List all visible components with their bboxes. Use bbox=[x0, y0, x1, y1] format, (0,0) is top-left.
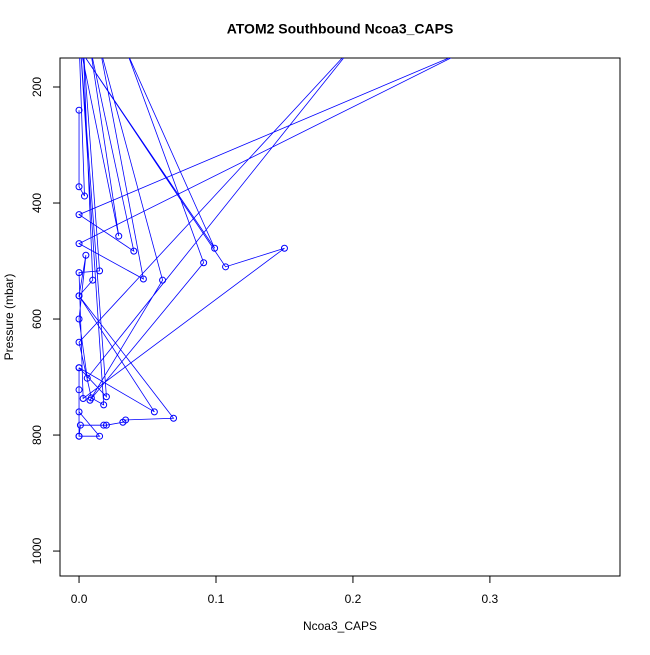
data-point bbox=[119, 418, 127, 426]
x-tick-label: 0.0 bbox=[71, 592, 88, 606]
chart-title: ATOM2 Southbound Ncoa3_CAPS bbox=[227, 21, 454, 37]
data-point bbox=[75, 211, 83, 219]
y-tick-label: 600 bbox=[30, 309, 44, 329]
data-point bbox=[82, 251, 90, 259]
data-point bbox=[100, 421, 108, 429]
data-point bbox=[139, 275, 147, 283]
data-point bbox=[102, 421, 110, 429]
data-point bbox=[75, 183, 83, 191]
data-point bbox=[89, 276, 97, 284]
data-point bbox=[75, 432, 83, 440]
x-tick-label: 0.2 bbox=[345, 592, 362, 606]
data-point bbox=[75, 408, 83, 416]
y-tick-label: 200 bbox=[30, 77, 44, 97]
y-tick-label: 400 bbox=[30, 193, 44, 213]
data-point bbox=[75, 240, 83, 248]
data-point bbox=[75, 315, 83, 323]
data-point bbox=[75, 338, 83, 346]
data-point bbox=[81, 192, 89, 200]
data-point bbox=[170, 414, 178, 422]
plot-area bbox=[75, 58, 452, 440]
y-tick-label: 1000 bbox=[30, 537, 44, 564]
x-tick-label: 0.1 bbox=[208, 592, 225, 606]
data-point bbox=[87, 394, 95, 402]
y-tick-label: 800 bbox=[30, 425, 44, 445]
plot-frame bbox=[59, 57, 621, 577]
x-axis-label: Ncoa3_CAPS bbox=[303, 619, 377, 633]
y-axis-label: Pressure (mbar) bbox=[2, 274, 16, 361]
data-point bbox=[76, 421, 84, 429]
data-point bbox=[150, 408, 158, 416]
data-point bbox=[102, 393, 110, 401]
data-point bbox=[75, 106, 83, 114]
data-point bbox=[96, 267, 104, 275]
data-point bbox=[115, 232, 123, 240]
data-point bbox=[75, 364, 83, 372]
x-tick-label: 0.3 bbox=[482, 592, 499, 606]
data-point bbox=[75, 292, 83, 300]
data-point bbox=[79, 394, 87, 402]
data-point bbox=[100, 401, 108, 409]
data-point bbox=[96, 432, 104, 440]
data-point bbox=[130, 247, 138, 255]
data-point bbox=[75, 386, 83, 394]
data-point bbox=[159, 276, 167, 284]
data-point bbox=[200, 259, 208, 267]
data-point bbox=[83, 374, 91, 382]
data-point bbox=[75, 269, 83, 277]
data-point bbox=[280, 244, 288, 252]
data-point bbox=[211, 244, 219, 252]
data-point bbox=[222, 263, 230, 271]
